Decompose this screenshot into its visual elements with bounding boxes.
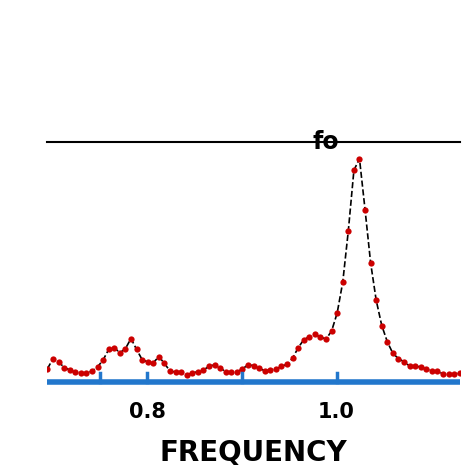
Text: fo: fo bbox=[313, 130, 339, 154]
X-axis label: FREQUENCY: FREQUENCY bbox=[160, 438, 347, 466]
